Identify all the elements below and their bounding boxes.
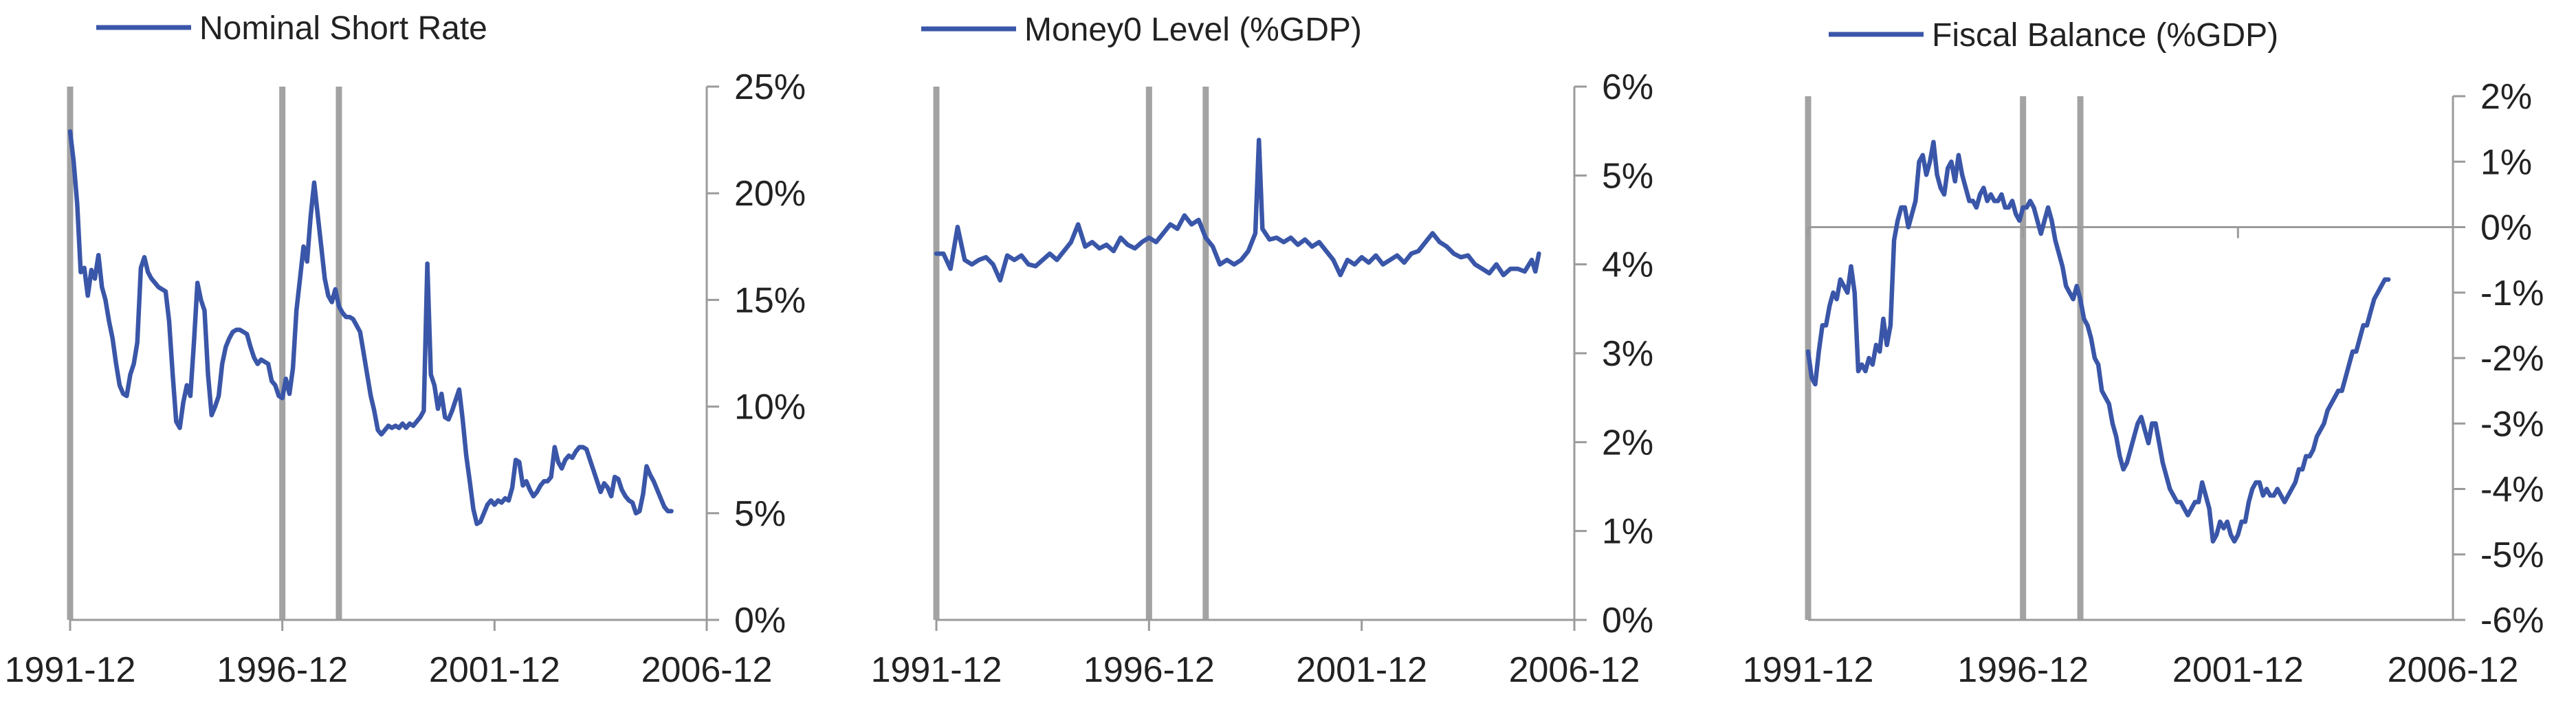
y-tick-label: 6% <box>1602 67 1653 107</box>
y-tick-label: 1% <box>2480 142 2532 182</box>
y-tick-label: 20% <box>734 174 806 214</box>
x-tick-label: 2006-12 <box>1509 650 1640 690</box>
series-line <box>934 137 1541 283</box>
y-tick-label: 10% <box>734 388 806 427</box>
x-tick-label: 2001-12 <box>2172 650 2304 690</box>
x-tick-label: 1996-12 <box>1957 650 2089 690</box>
x-tick-label: 2001-12 <box>1296 650 1427 690</box>
y-tick-label: 2% <box>2480 77 2532 117</box>
y-tick-label: 25% <box>734 67 806 107</box>
x-tick-label: 1991-12 <box>5 650 136 690</box>
y-tick-label: 0% <box>734 601 786 641</box>
x-tick-label: 1991-12 <box>871 650 1002 690</box>
legend-label: Fiscal Balance (%GDP) <box>1932 17 2278 54</box>
y-tick-label: 2% <box>1602 423 1653 463</box>
x-tick-label: 2006-12 <box>2388 650 2519 690</box>
y-tick-label: 5% <box>1602 156 1653 196</box>
y-tick-label: 1% <box>1602 512 1653 552</box>
y-tick-label: -4% <box>2480 470 2544 510</box>
y-tick-label: 15% <box>734 280 806 320</box>
chart-panel-2: 1991-12 1996-12 2001-12 2006-12 0% 1% 2% 3% 4% 5%… <box>871 12 1654 690</box>
y-tick-label: -1% <box>2480 274 2544 313</box>
x-tick-label: 2006-12 <box>641 650 773 690</box>
y-tick-label: -3% <box>2480 404 2544 444</box>
y-tick-label: 0% <box>2480 208 2532 248</box>
x-tick-label: 1996-12 <box>217 650 348 690</box>
legend: Money0 Level (%GDP) <box>921 12 1362 48</box>
y-tick-label: -5% <box>2480 535 2544 575</box>
x-tick-label: 1996-12 <box>1083 650 1215 690</box>
legend: Fiscal Balance (%GDP) <box>1829 17 2278 54</box>
x-tick-label: 2001-12 <box>429 650 560 690</box>
chart-panel-1: 1991-12 1996-12 2001-12 2006-12 0% 5% 10% 15% 20… <box>5 10 806 690</box>
y-tick-label: -2% <box>2480 339 2544 379</box>
y-tick-label: 4% <box>1602 245 1653 285</box>
y-tick-label: 5% <box>734 494 786 534</box>
chart-panel-3: 1991-12 1996-12 2001-12 2006-12 -6% -5% -4% -3%… <box>1743 17 2544 690</box>
series-line <box>1805 140 2391 544</box>
y-tick-label: 0% <box>1602 601 1653 641</box>
legend: Nominal Short Rate <box>96 10 487 47</box>
legend-label: Money0 Level (%GDP) <box>1024 12 1362 48</box>
y-tick-label: 3% <box>1602 334 1653 374</box>
x-tick-label: 1991-12 <box>1743 650 1874 690</box>
legend-label: Nominal Short Rate <box>199 10 487 47</box>
y-tick-label: -6% <box>2480 601 2544 641</box>
series-line <box>67 129 674 526</box>
